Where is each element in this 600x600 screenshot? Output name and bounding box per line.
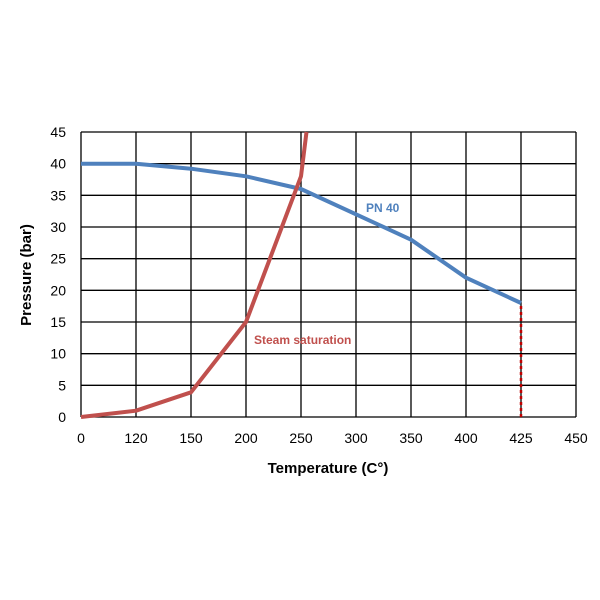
y-tick-label: 10 — [50, 346, 66, 362]
x-axis-title: Temperature (C°) — [268, 460, 389, 477]
x-tick-label: 200 — [234, 430, 258, 446]
x-tick-label: 120 — [124, 430, 148, 446]
y-tick-label: 45 — [50, 124, 66, 140]
x-tick-label: 425 — [509, 430, 533, 446]
x-tick-label: 400 — [454, 430, 478, 446]
x-tick-label: 350 — [399, 430, 423, 446]
y-axis-title: Pressure (bar) — [18, 224, 35, 326]
x-tick-label: 0 — [77, 430, 85, 446]
x-tick-label: 300 — [344, 430, 368, 446]
y-tick-label: 20 — [50, 282, 66, 298]
y-tick-label: 25 — [50, 251, 66, 267]
y-tick-label: 5 — [58, 377, 66, 393]
steam-saturation-label: Steam saturation — [254, 333, 351, 347]
series-group — [80, 131, 522, 419]
y-tick-labels: 0 5 10 15 20 25 30 35 40 45 — [50, 124, 66, 425]
x-tick-label: 150 — [179, 430, 203, 446]
x-tick-label: 450 — [564, 430, 588, 446]
series-line-steam-saturation — [80, 131, 309, 419]
x-tick-labels: 0 120 150 200 250 300 350 400 425 450 — [77, 430, 588, 446]
grid — [80, 131, 577, 418]
y-tick-label: 15 — [50, 314, 66, 330]
x-tick-label: 250 — [289, 430, 313, 446]
y-tick-label: 0 — [58, 409, 66, 425]
y-tick-label: 30 — [50, 219, 66, 235]
y-tick-label: 40 — [50, 156, 66, 172]
series-line-pn40 — [81, 161, 522, 305]
y-tick-label: 35 — [50, 187, 66, 203]
pn40-label: PN 40 — [366, 201, 400, 215]
